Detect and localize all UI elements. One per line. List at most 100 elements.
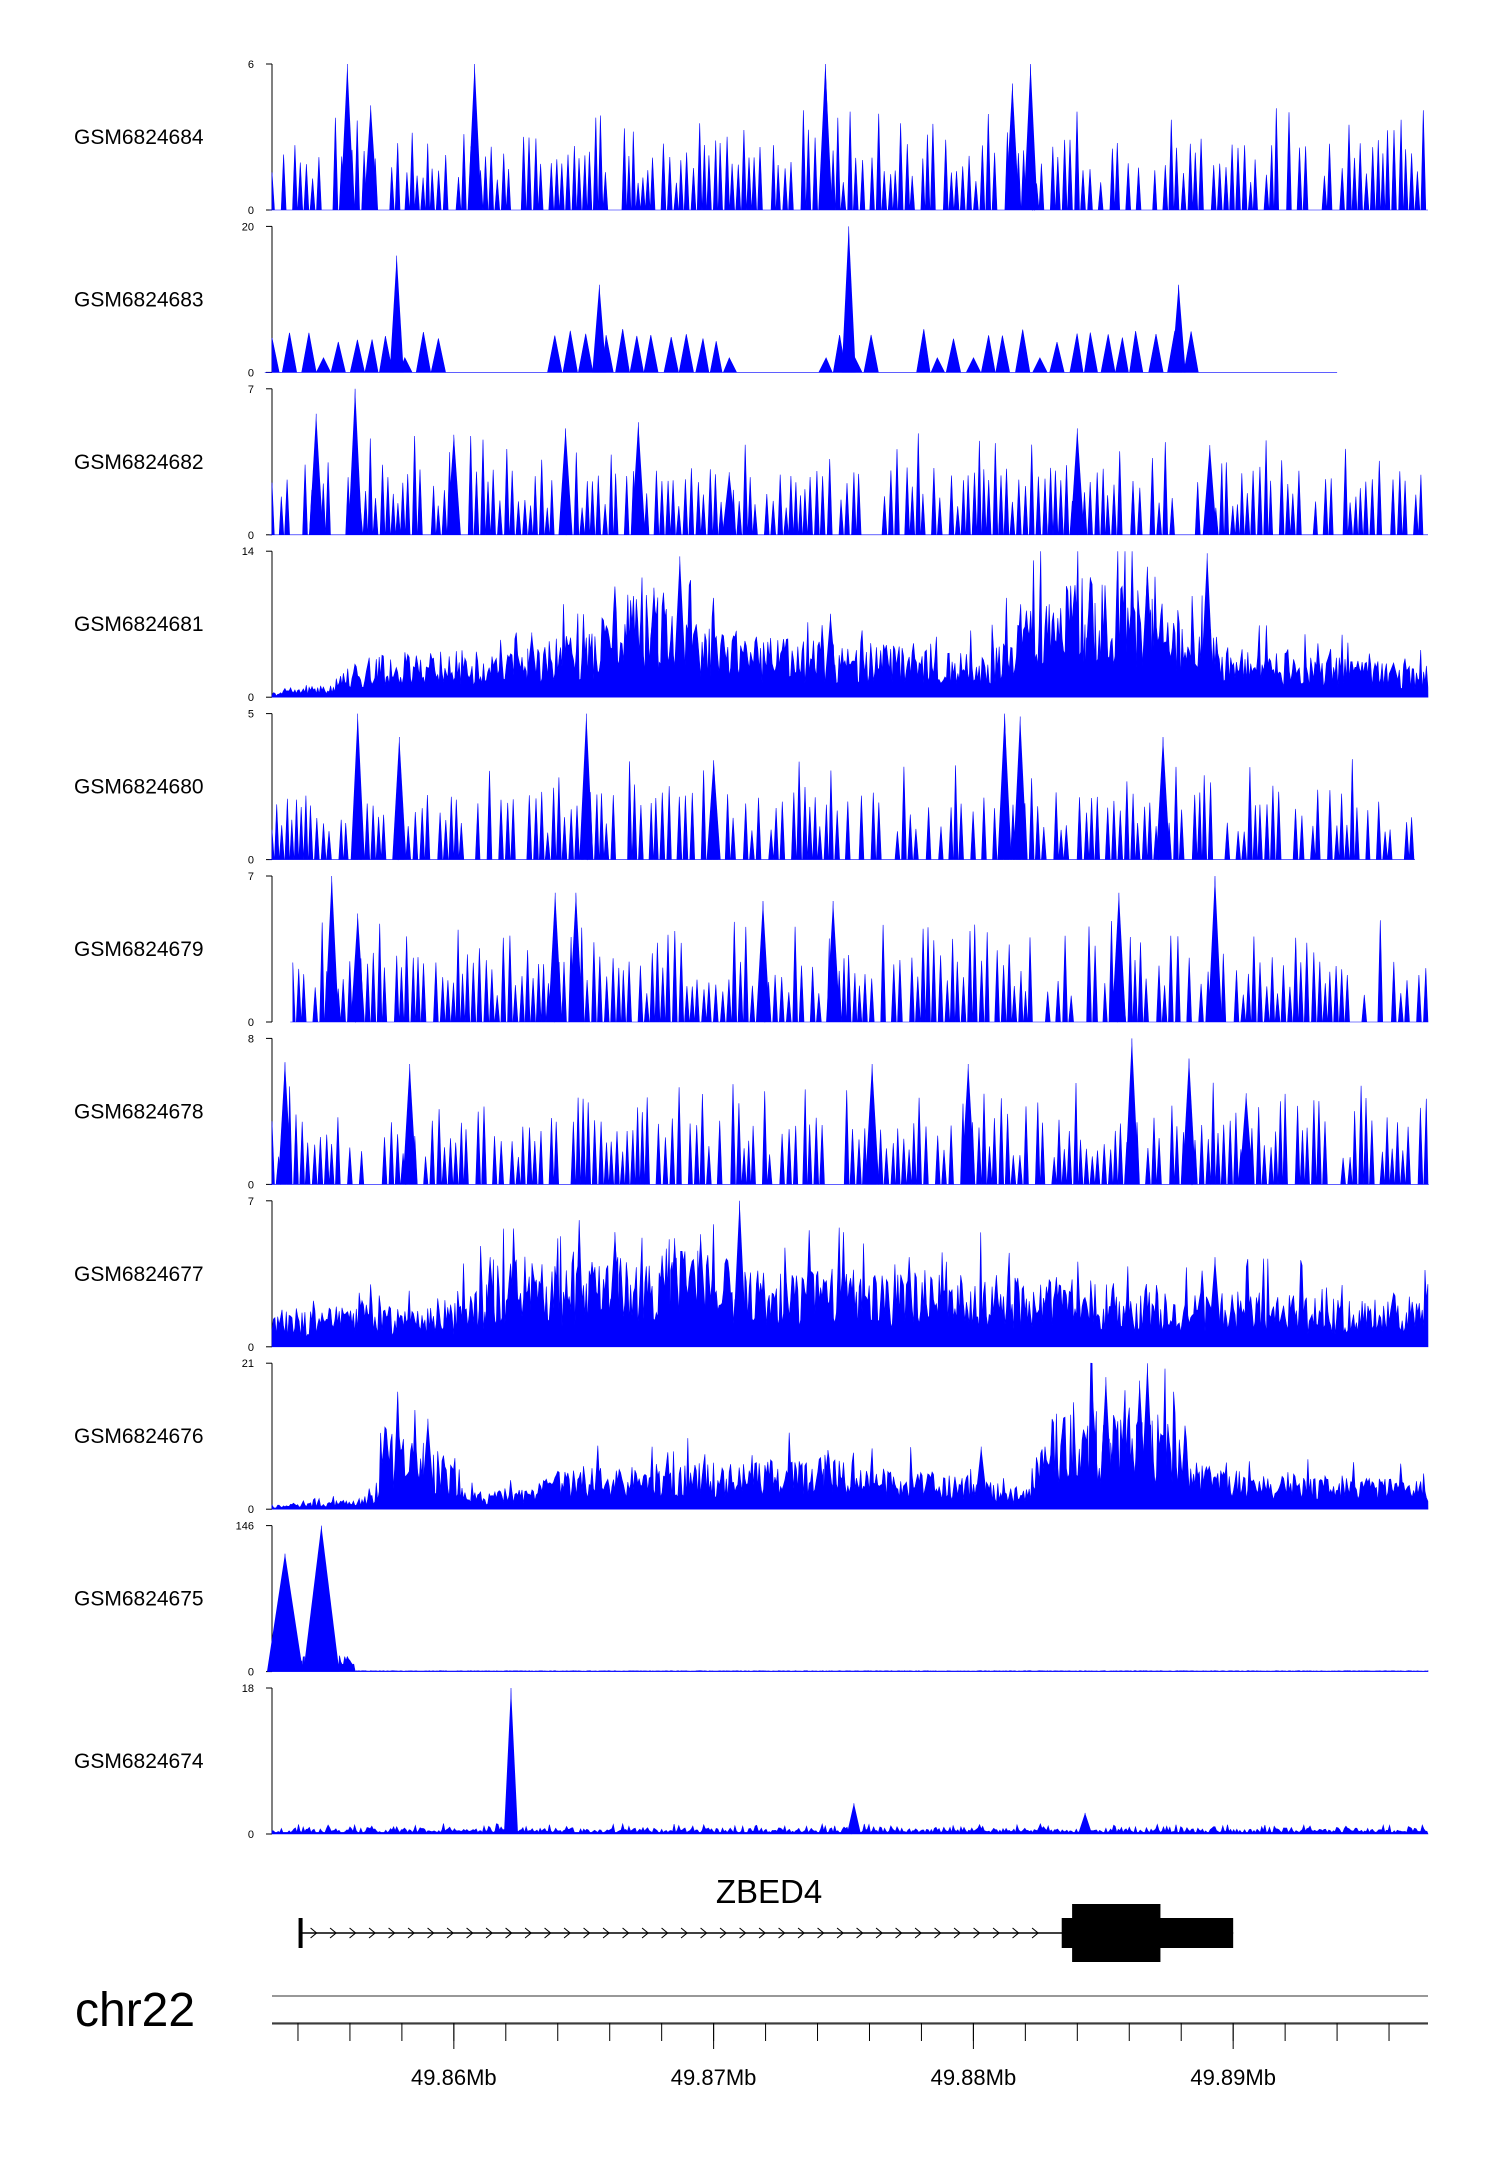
- y-axis-max-label: 7: [248, 1196, 254, 1208]
- y-axis-max-label: 14: [242, 546, 254, 558]
- track-label: GSM6824677: [74, 1263, 204, 1286]
- coverage-peak: [1111, 892, 1126, 1022]
- coverage-peak: [568, 892, 583, 1022]
- y-axis-max-label: 8: [248, 1033, 254, 1045]
- x-axis-tick-label: 49.86Mb: [411, 2065, 497, 2090]
- track-label: GSM6824674: [74, 1750, 204, 1773]
- strand-arrow-icon: [622, 1927, 630, 1939]
- coverage-peak: [483, 1257, 498, 1347]
- coverage-peak: [823, 613, 838, 698]
- coverage-peak: [402, 1063, 417, 1185]
- strand-arrow-icon: [407, 1927, 415, 1939]
- coverage-peak: [997, 713, 1012, 860]
- coverage-peak: [818, 64, 833, 210]
- coverage-area: [269, 1038, 1429, 1186]
- strand-arrow-icon: [934, 1927, 942, 1939]
- y-axis-max-label: 20: [242, 221, 254, 233]
- coverage-peak: [732, 1200, 747, 1347]
- coverage-peak: [1005, 83, 1020, 210]
- coverage-peak: [420, 1418, 435, 1510]
- y-axis-min-label: 0: [248, 1179, 254, 1191]
- coverage-peak: [1098, 1377, 1113, 1510]
- strand-arrow-icon: [349, 1927, 357, 1939]
- y-axis-min-label: 0: [248, 1504, 254, 1516]
- coverage-peak: [1013, 716, 1028, 860]
- gene-model-track: ZBED4: [298, 1873, 1234, 1962]
- x-axis-tick-label: 49.89Mb: [1190, 2065, 1276, 2090]
- strand-arrow-icon: [953, 1927, 961, 1939]
- gene-exon-coding: [1072, 1904, 1161, 1962]
- coverage-peak: [446, 434, 461, 535]
- strand-arrow-icon: [895, 1927, 903, 1939]
- coverage-peak: [755, 901, 770, 1022]
- chromosome-axis: chr22 49.86Mb 49.87Mb 49.88Mb 49.89Mb: [75, 1984, 1428, 2090]
- strand-arrow-icon: [1012, 1927, 1020, 1939]
- gene-name-label: ZBED4: [716, 1873, 822, 1910]
- coverage-peak: [667, 1238, 682, 1347]
- track-label: GSM6824683: [74, 288, 204, 311]
- coverage-area: [271, 1200, 1429, 1348]
- y-axis-max-label: 7: [248, 384, 254, 396]
- coverage-peak: [1140, 566, 1155, 698]
- strand-arrow-icon: [817, 1927, 825, 1939]
- y-axis-max-label: 6: [248, 59, 254, 71]
- coverage-peak: [350, 713, 365, 860]
- coverage-peak: [1023, 64, 1038, 210]
- coverage-peak: [548, 892, 563, 1022]
- strand-arrow-icon: [466, 1927, 474, 1939]
- coverage-peak: [363, 105, 378, 210]
- track-label: GSM6824684: [74, 126, 204, 149]
- coverage-peak: [277, 1062, 292, 1185]
- chromosome-label: chr22: [75, 1984, 195, 2037]
- coverage-peak: [1132, 1380, 1147, 1510]
- coverage-area: [269, 63, 1428, 211]
- strand-arrow-icon: [700, 1927, 708, 1939]
- track-GSM6824679: GSM6824679 7 0: [74, 871, 1429, 1029]
- coverage-peak: [1200, 553, 1215, 698]
- strand-arrow-icon: [797, 1927, 805, 1939]
- strand-arrow-icon: [778, 1927, 786, 1939]
- coverage-peak: [579, 713, 594, 860]
- coverage-peak: [309, 413, 324, 535]
- coverage-peak: [693, 1234, 708, 1347]
- coverage-area: [268, 1525, 1429, 1672]
- y-axis-min-label: 0: [248, 1017, 254, 1029]
- strand-arrow-icon: [485, 1927, 493, 1939]
- y-axis-min-label: 0: [248, 692, 254, 704]
- track-GSM6824674: GSM6824674 18 0: [74, 1683, 1429, 1841]
- coverage-area: [271, 1362, 1429, 1510]
- y-axis-min-label: 0: [248, 1829, 254, 1841]
- coverage-peak: [841, 226, 856, 373]
- track-label: GSM6824678: [74, 1100, 204, 1123]
- coverage-peak: [503, 1688, 518, 1834]
- strand-arrow-icon: [914, 1927, 922, 1939]
- y-axis-max-label: 146: [236, 1521, 254, 1533]
- coverage-peak: [1182, 1058, 1197, 1185]
- track-GSM6824677: GSM6824677 7 0: [74, 1196, 1429, 1354]
- coverage-peak: [1171, 284, 1186, 373]
- coverage-peak: [1202, 445, 1217, 535]
- track-GSM6824676: GSM6824676 21 0: [74, 1358, 1429, 1516]
- strand-arrow-icon: [446, 1927, 454, 1939]
- y-axis-min-label: 0: [248, 530, 254, 542]
- coverage-peak: [1070, 428, 1085, 535]
- track-GSM6824678: GSM6824678 8 0: [74, 1033, 1429, 1191]
- coverage-peak: [303, 1525, 340, 1672]
- coverage-area: [269, 388, 1428, 536]
- strand-arrow-icon: [856, 1927, 864, 1939]
- y-axis-max-label: 5: [248, 709, 254, 721]
- coverage-peak: [324, 876, 339, 1022]
- y-axis-max-label: 7: [248, 871, 254, 883]
- y-axis-min-label: 0: [248, 205, 254, 217]
- coverage-peak: [974, 1446, 989, 1510]
- strand-arrow-icon: [992, 1927, 1000, 1939]
- strand-arrow-icon: [427, 1927, 435, 1939]
- coverage-peak: [722, 472, 737, 535]
- track-GSM6824681: GSM6824681 14 0: [74, 546, 1429, 704]
- coverage-area: [271, 1687, 1429, 1835]
- coverage-area: [269, 713, 1415, 861]
- coverage-peak: [1239, 1093, 1254, 1185]
- coverage-peak: [631, 422, 646, 535]
